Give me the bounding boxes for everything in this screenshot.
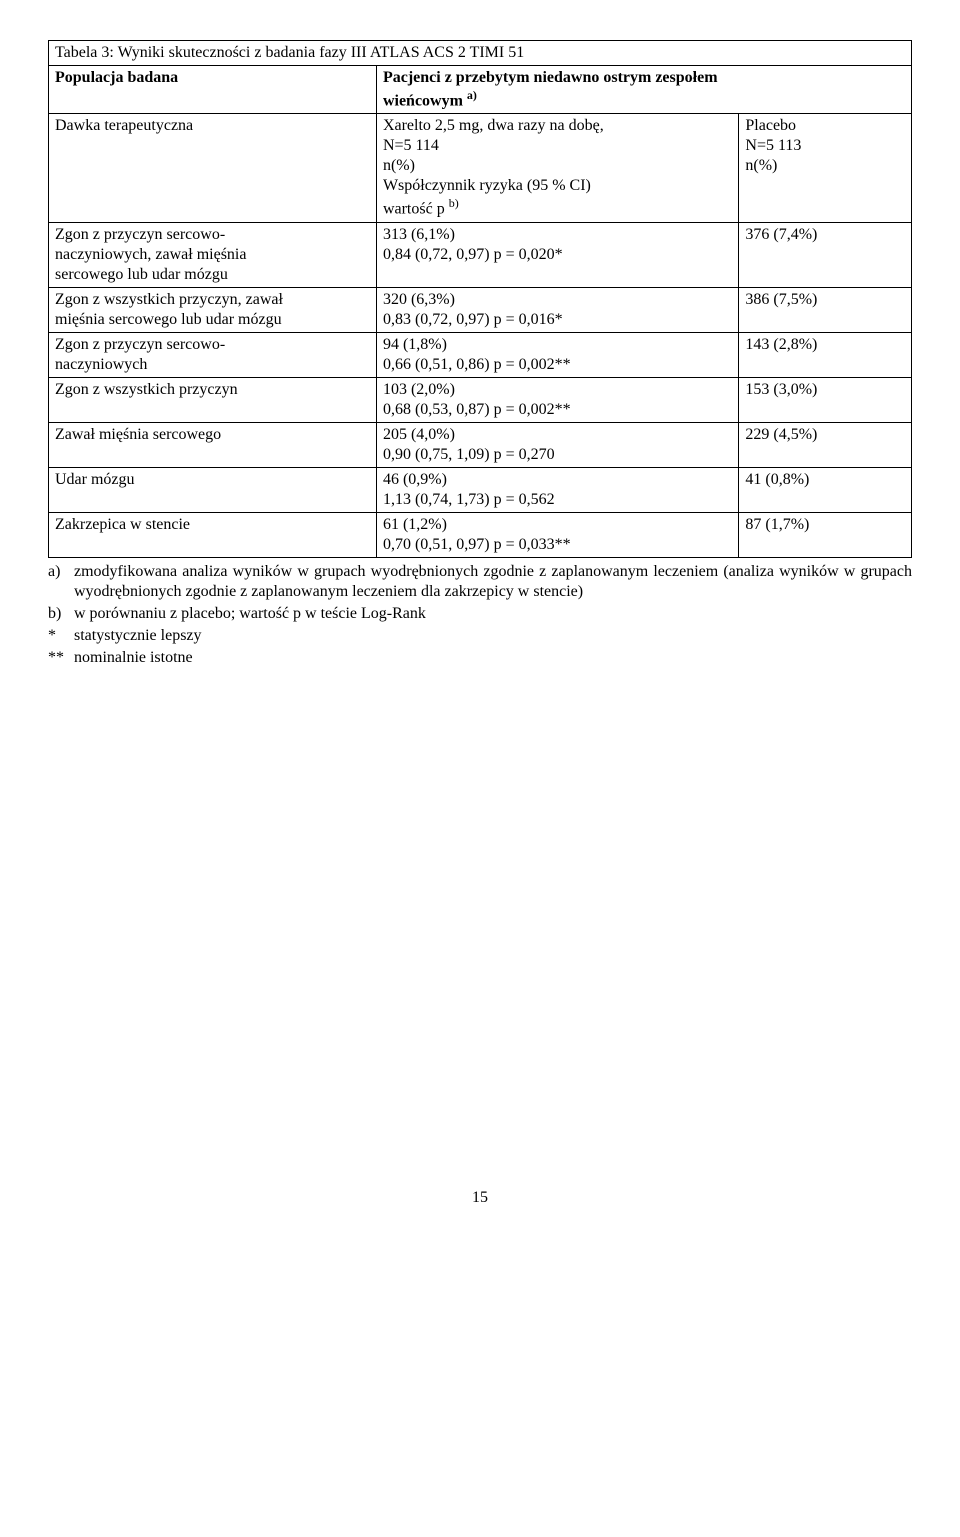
row-val-l2: 0,70 (0,51, 0,97) p = 0,033**	[383, 536, 571, 553]
footnote-marker: a)	[48, 562, 74, 602]
footnote-a: a) zmodyfikowana analiza wyników w grupa…	[48, 562, 912, 602]
row-label-l1: Zgon z przyczyn sercowo-	[55, 336, 225, 353]
row-label-l1: Zgon z przyczyn sercowo-	[55, 226, 225, 243]
row-label-l3: sercowego lub udar mózgu	[55, 266, 228, 283]
row-label-l2: naczyniowych, zawał mięśnia	[55, 246, 246, 263]
dose-label: Dawka terapeutyczna	[49, 114, 377, 222]
row-placebo: 229 (4,5%)	[739, 422, 912, 467]
row-value: 313 (6,1%) 0,84 (0,72, 0,97) p = 0,020*	[376, 222, 738, 287]
row-label: Zgon z przyczyn sercowo- naczyniowych	[49, 332, 377, 377]
row-val-l1: 61 (1,2%)	[383, 516, 447, 533]
footnote-b: b) w porównaniu z placebo; wartość p w t…	[48, 604, 912, 624]
row-val-l2: 0,90 (0,75, 1,09) p = 0,270	[383, 446, 555, 463]
footnote-star: * statystycznie lepszy	[48, 626, 912, 646]
row-placebo: 143 (2,8%)	[739, 332, 912, 377]
row-label: Zawał mięśnia sercowego	[49, 422, 377, 467]
table-row: Zawał mięśnia sercowego 205 (4,0%) 0,90 …	[49, 422, 912, 467]
row-label: Udar mózgu	[49, 467, 377, 512]
row-val-l1: 46 (0,9%)	[383, 471, 447, 488]
row-value: 205 (4,0%) 0,90 (0,75, 1,09) p = 0,270	[376, 422, 738, 467]
dose-l2: N=5 114	[383, 137, 439, 154]
table-title: Tabela 3: Wyniki skuteczności z badania …	[49, 41, 912, 66]
row-val-l2: 0,84 (0,72, 0,97) p = 0,020*	[383, 246, 563, 263]
dose-column-header: Xarelto 2,5 mg, dwa razy na dobę, N=5 11…	[376, 114, 738, 222]
table-row: Zgon z wszystkich przyczyn 103 (2,0%) 0,…	[49, 377, 912, 422]
table-row: Udar mózgu 46 (0,9%) 1,13 (0,74, 1,73) p…	[49, 467, 912, 512]
footnote-text: nominalnie istotne	[74, 648, 912, 668]
dose-l3: n(%)	[383, 157, 415, 174]
table-row: Zgon z przyczyn sercowo- naczyniowych 94…	[49, 332, 912, 377]
footnote-text: zmodyfikowana analiza wyników w grupach …	[74, 562, 912, 602]
row-label-l1: Zgon z wszystkich przyczyn, zawał	[55, 291, 283, 308]
placebo-l2: N=5 113	[745, 137, 801, 154]
row-value: 46 (0,9%) 1,13 (0,74, 1,73) p = 0,562	[376, 467, 738, 512]
placebo-l3: n(%)	[745, 157, 777, 174]
population-value: Pacjenci z przebytym niedawno ostrym zes…	[376, 66, 911, 114]
row-val-l2: 0,68 (0,53, 0,87) p = 0,002**	[383, 401, 571, 418]
placebo-column-header: Placebo N=5 113 n(%)	[739, 114, 912, 222]
table-row: Zgon z przyczyn sercowo- naczyniowych, z…	[49, 222, 912, 287]
row-placebo: 41 (0,8%)	[739, 467, 912, 512]
row-value: 320 (6,3%) 0,83 (0,72, 0,97) p = 0,016*	[376, 287, 738, 332]
row-value: 94 (1,8%) 0,66 (0,51, 0,86) p = 0,002**	[376, 332, 738, 377]
population-label-text: Populacja badana	[55, 69, 178, 86]
row-value: 61 (1,2%) 0,70 (0,51, 0,97) p = 0,033**	[376, 512, 738, 557]
row-val-l1: 313 (6,1%)	[383, 226, 455, 243]
footnote-marker: *	[48, 626, 74, 646]
efficacy-table: Tabela 3: Wyniki skuteczności z badania …	[48, 40, 912, 558]
population-value-l1: Pacjenci z przebytym niedawno ostrym zes…	[383, 69, 718, 86]
table-row: Zakrzepica w stencie 61 (1,2%) 0,70 (0,5…	[49, 512, 912, 557]
row-label-l2: naczyniowych	[55, 356, 147, 373]
row-label: Zgon z wszystkich przyczyn, zawał mięśni…	[49, 287, 377, 332]
row-label: Zgon z wszystkich przyczyn	[49, 377, 377, 422]
row-val-l2: 0,66 (0,51, 0,86) p = 0,002**	[383, 356, 571, 373]
row-value: 103 (2,0%) 0,68 (0,53, 0,87) p = 0,002**	[376, 377, 738, 422]
dose-l1: Xarelto 2,5 mg, dwa razy na dobę,	[383, 117, 604, 134]
row-label: Zgon z przyczyn sercowo- naczyniowych, z…	[49, 222, 377, 287]
footnote-text: w porównaniu z placebo; wartość p w teśc…	[74, 604, 912, 624]
row-label-l2: mięśnia sercowego lub udar mózgu	[55, 311, 282, 328]
footnote-text: statystycznie lepszy	[74, 626, 912, 646]
placebo-l1: Placebo	[745, 117, 796, 134]
dose-l4: Współczynnik ryzyka (95 % CI)	[383, 177, 591, 194]
row-val-l2: 0,83 (0,72, 0,97) p = 0,016*	[383, 311, 563, 328]
dose-l5: wartość p	[383, 201, 449, 218]
row-placebo: 87 (1,7%)	[739, 512, 912, 557]
row-placebo: 376 (7,4%)	[739, 222, 912, 287]
population-label: Populacja badana	[49, 66, 377, 114]
footnote-dstar: ** nominalnie istotne	[48, 648, 912, 668]
table-row: Zgon z wszystkich przyczyn, zawał mięśni…	[49, 287, 912, 332]
row-val-l2: 1,13 (0,74, 1,73) p = 0,562	[383, 491, 555, 508]
row-val-l1: 205 (4,0%)	[383, 426, 455, 443]
row-val-l1: 94 (1,8%)	[383, 336, 447, 353]
population-sup: a)	[467, 88, 477, 102]
row-placebo: 386 (7,5%)	[739, 287, 912, 332]
population-value-l2: wieńcowym	[383, 92, 463, 109]
row-val-l1: 320 (6,3%)	[383, 291, 455, 308]
row-label: Zakrzepica w stencie	[49, 512, 377, 557]
footnote-marker: **	[48, 648, 74, 668]
page-number: 15	[48, 1188, 912, 1208]
row-placebo: 153 (3,0%)	[739, 377, 912, 422]
row-val-l1: 103 (2,0%)	[383, 381, 455, 398]
footnotes: a) zmodyfikowana analiza wyników w grupa…	[48, 562, 912, 668]
footnote-marker: b)	[48, 604, 74, 624]
dose-sup: b)	[449, 196, 459, 210]
